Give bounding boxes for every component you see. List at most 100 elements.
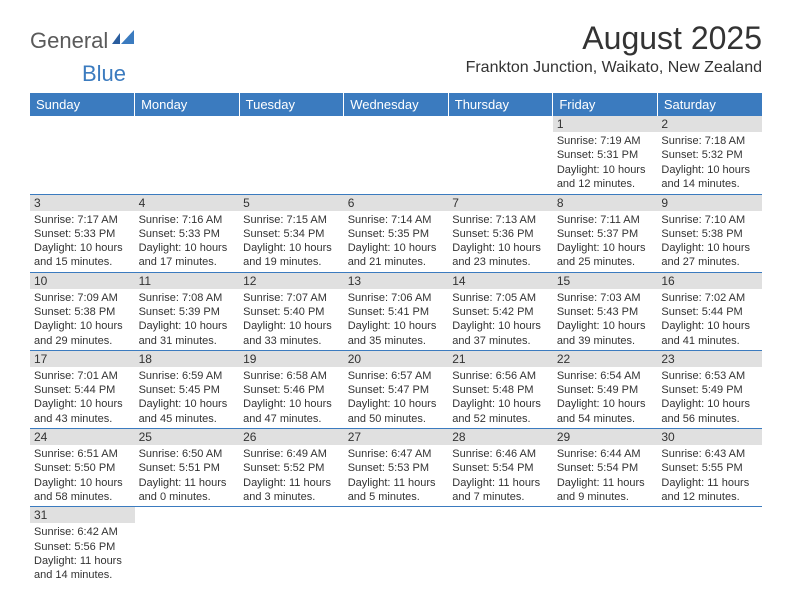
calendar-day-cell: 16Sunrise: 7:02 AMSunset: 5:44 PMDayligh… [657, 272, 762, 350]
daylight-text: Daylight: 10 hours and 19 minutes. [243, 241, 340, 270]
calendar-day-cell: 29Sunrise: 6:44 AMSunset: 5:54 PMDayligh… [553, 429, 658, 507]
day-number: 30 [657, 429, 762, 445]
day-number: 21 [448, 351, 553, 367]
sunrise-text: Sunrise: 6:46 AM [452, 447, 549, 461]
daylight-text: Daylight: 10 hours and 31 minutes. [139, 319, 236, 348]
sunrise-text: Sunrise: 7:08 AM [139, 291, 236, 305]
sunrise-text: Sunrise: 7:06 AM [348, 291, 445, 305]
sunset-text: Sunset: 5:40 PM [243, 305, 340, 319]
calendar-day-cell: 7Sunrise: 7:13 AMSunset: 5:36 PMDaylight… [448, 194, 553, 272]
weekday-header-row: SundayMondayTuesdayWednesdayThursdayFrid… [30, 93, 762, 116]
calendar-empty-cell [448, 116, 553, 194]
day-number: 22 [553, 351, 658, 367]
calendar-day-cell: 30 Sunrise: 6:43 AMSunset: 5:55 PMDayligh… [657, 429, 762, 507]
day-number: 23 [657, 351, 762, 367]
daylight-text: Daylight: 11 hours and 0 minutes. [139, 476, 236, 505]
sunset-text: Sunset: 5:37 PM [557, 227, 654, 241]
day-number: 18 [135, 351, 240, 367]
daylight-text: Daylight: 10 hours and 37 minutes. [452, 319, 549, 348]
sunset-text: Sunset: 5:38 PM [661, 227, 758, 241]
day-body: Sunrise: 7:01 AMSunset: 5:44 PMDaylight:… [30, 367, 135, 428]
day-number: 31 [30, 507, 135, 523]
sunrise-text: Sunrise: 7:10 AM [661, 213, 758, 227]
calendar-empty-cell [344, 507, 449, 585]
sunset-text: Sunset: 5:54 PM [557, 461, 654, 475]
day-body: Sunrise: 6:42 AMSunset: 5:56 PMDaylight:… [30, 523, 135, 584]
daylight-text: Daylight: 10 hours and 25 minutes. [557, 241, 654, 270]
sunset-text: Sunset: 5:33 PM [139, 227, 236, 241]
sunrise-text: Sunrise: 6:59 AM [139, 369, 236, 383]
daylight-text: Daylight: 10 hours and 56 minutes. [661, 397, 758, 426]
sunset-text: Sunset: 5:34 PM [243, 227, 340, 241]
day-number: 3 [30, 195, 135, 211]
sunrise-text: Sunrise: 7:11 AM [557, 213, 654, 227]
sunset-text: Sunset: 5:53 PM [348, 461, 445, 475]
sunrise-text: Sunrise: 7:15 AM [243, 213, 340, 227]
sunrise-text: Sunrise: 7:19 AM [557, 134, 654, 148]
sunrise-text: Sunrise: 7:13 AM [452, 213, 549, 227]
day-number: 13 [344, 273, 449, 289]
day-body: Sunrise: 7:19 AMSunset: 5:31 PMDaylight:… [553, 132, 658, 193]
title-block: August 2025 Frankton Junction, Waikato, … [466, 20, 762, 77]
sunset-text: Sunset: 5:48 PM [452, 383, 549, 397]
sunset-text: Sunset: 5:36 PM [452, 227, 549, 241]
sunset-text: Sunset: 5:55 PM [661, 461, 758, 475]
calendar-body: 1Sunrise: 7:19 AMSunset: 5:31 PMDaylight… [30, 116, 762, 585]
calendar-day-cell: 25Sunrise: 6:50 AMSunset: 5:51 PMDayligh… [135, 429, 240, 507]
daylight-text: Daylight: 10 hours and 47 minutes. [243, 397, 340, 426]
day-body: Sunrise: 6:58 AMSunset: 5:46 PMDaylight:… [239, 367, 344, 428]
calendar-empty-cell [30, 116, 135, 194]
sunset-text: Sunset: 5:31 PM [557, 148, 654, 162]
location: Frankton Junction, Waikato, New Zealand [466, 59, 762, 77]
day-body: Sunrise: 7:05 AMSunset: 5:42 PMDaylight:… [448, 289, 553, 350]
calendar-day-cell: 6Sunrise: 7:14 AMSunset: 5:35 PMDaylight… [344, 194, 449, 272]
daylight-text: Daylight: 10 hours and 50 minutes. [348, 397, 445, 426]
weekday-header: Thursday [448, 93, 553, 116]
calendar-day-cell: 20Sunrise: 6:57 AMSunset: 5:47 PMDayligh… [344, 350, 449, 428]
day-number: 1 [553, 116, 658, 132]
day-number: 12 [239, 273, 344, 289]
daylight-text: Daylight: 11 hours and 9 minutes. [557, 476, 654, 505]
calendar-week-row: 17Sunrise: 7:01 AMSunset: 5:44 PMDayligh… [30, 350, 762, 428]
calendar-day-cell: 12Sunrise: 7:07 AMSunset: 5:40 PMDayligh… [239, 272, 344, 350]
calendar-day-cell: 2Sunrise: 7:18 AMSunset: 5:32 PMDaylight… [657, 116, 762, 194]
calendar-day-cell: 31Sunrise: 6:42 AMSunset: 5:56 PMDayligh… [30, 507, 135, 585]
day-body: Sunrise: 7:16 AMSunset: 5:33 PMDaylight:… [135, 211, 240, 272]
daylight-text: Daylight: 11 hours and 5 minutes. [348, 476, 445, 505]
calendar-table: SundayMondayTuesdayWednesdayThursdayFrid… [30, 93, 762, 585]
calendar-day-cell: 4Sunrise: 7:16 AMSunset: 5:33 PMDaylight… [135, 194, 240, 272]
daylight-text: Daylight: 11 hours and 7 minutes. [452, 476, 549, 505]
sunrise-text: Sunrise: 6:43 AM [661, 447, 758, 461]
month-title: August 2025 [466, 20, 762, 57]
logo: General [30, 28, 136, 54]
day-body: Sunrise: 6:46 AMSunset: 5:54 PMDaylight:… [448, 445, 553, 506]
calendar-day-cell: 28Sunrise: 6:46 AMSunset: 5:54 PMDayligh… [448, 429, 553, 507]
day-body: Sunrise: 6:51 AMSunset: 5:50 PMDaylight:… [30, 445, 135, 506]
day-body: Sunrise: 7:08 AMSunset: 5:39 PMDaylight:… [135, 289, 240, 350]
sunset-text: Sunset: 5:49 PM [557, 383, 654, 397]
day-body: Sunrise: 7:02 AMSunset: 5:44 PMDaylight:… [657, 289, 762, 350]
calendar-day-cell: 9Sunrise: 7:10 AMSunset: 5:38 PMDaylight… [657, 194, 762, 272]
day-body: Sunrise: 7:09 AMSunset: 5:38 PMDaylight:… [30, 289, 135, 350]
calendar-day-cell: 1Sunrise: 7:19 AMSunset: 5:31 PMDaylight… [553, 116, 658, 194]
calendar-day-cell: 19Sunrise: 6:58 AMSunset: 5:46 PMDayligh… [239, 350, 344, 428]
calendar-day-cell: 18Sunrise: 6:59 AMSunset: 5:45 PMDayligh… [135, 350, 240, 428]
calendar-day-cell: 11Sunrise: 7:08 AMSunset: 5:39 PMDayligh… [135, 272, 240, 350]
daylight-text: Daylight: 11 hours and 12 minutes. [661, 476, 758, 505]
sunrise-text: Sunrise: 7:17 AM [34, 213, 131, 227]
calendar-day-cell: 17Sunrise: 7:01 AMSunset: 5:44 PMDayligh… [30, 350, 135, 428]
daylight-text: Daylight: 10 hours and 52 minutes. [452, 397, 549, 426]
daylight-text: Daylight: 10 hours and 17 minutes. [139, 241, 236, 270]
day-body: Sunrise: 6:54 AMSunset: 5:49 PMDaylight:… [553, 367, 658, 428]
daylight-text: Daylight: 10 hours and 58 minutes. [34, 476, 131, 505]
day-body: Sunrise: 6:50 AMSunset: 5:51 PMDaylight:… [135, 445, 240, 506]
day-number: 26 [239, 429, 344, 445]
day-body: Sunrise: 6:44 AMSunset: 5:54 PMDaylight:… [553, 445, 658, 506]
calendar-week-row: 24Sunrise: 6:51 AMSunset: 5:50 PMDayligh… [30, 429, 762, 507]
calendar-week-row: 10Sunrise: 7:09 AMSunset: 5:38 PMDayligh… [30, 272, 762, 350]
logo-text1: General [30, 28, 108, 54]
day-number: 17 [30, 351, 135, 367]
sunset-text: Sunset: 5:33 PM [34, 227, 131, 241]
sunset-text: Sunset: 5:32 PM [661, 148, 758, 162]
day-body: Sunrise: 7:14 AMSunset: 5:35 PMDaylight:… [344, 211, 449, 272]
